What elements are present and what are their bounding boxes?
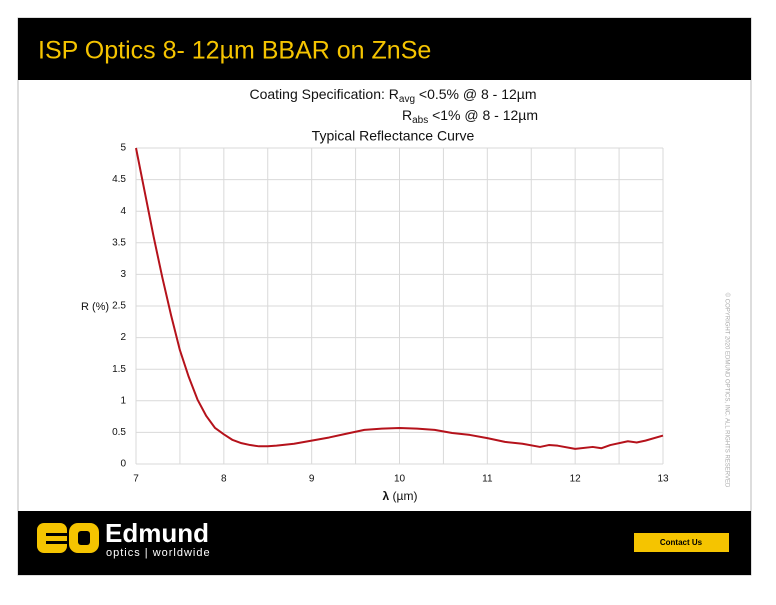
header-bar [18,18,751,80]
tagline: optics | worldwide [106,547,211,559]
spec-line: Coating Specification: Ravg <0.5% @ 8 - … [249,86,536,105]
x-axis-symbol: λ [383,489,390,503]
x-tick-label: 12 [570,474,582,485]
y-tick-label: 4.5 [112,174,126,185]
spec-subscript: abs [412,115,428,126]
x-axis-label: λ (µm) [383,489,418,503]
footer-bar [18,511,751,575]
y-tick-label: 2 [120,332,126,343]
y-axis-label: R (%) [81,301,109,313]
header-title: ISP Optics 8- 12µm BBAR on ZnSe [38,37,431,65]
reflectance-line [135,147,664,450]
spec-subscript: avg [399,94,415,105]
y-tick-label: 3 [120,269,126,280]
x-tick-label: 7 [133,474,139,485]
y-tick-label: 0.5 [112,427,126,438]
y-tick-label: 1 [120,395,126,406]
frame [17,17,752,576]
logo-mark [37,523,67,553]
plot: 0 0.5 1 1.5 2 2.5 3 3.5 4 4.5 5 7 8 9 10 11 12 13 [112,143,669,485]
y-tick-label: 5 [120,143,126,154]
contact-button[interactable] [634,533,729,552]
x-axis-unit: (µm) [389,489,417,503]
x-tick-label: 9 [309,474,315,485]
spec-text: R [402,107,412,123]
spec-line: Rabs <1% @ 8 - 12µm [402,107,538,126]
chart-title: Typical Reflectance Curve [312,128,475,144]
logo-cut [78,531,90,545]
spec-text: Coating Specification: R [249,86,398,102]
y-tick-label: 3.5 [112,237,126,248]
brand: Edmund [105,518,209,548]
x-tick-label: 13 [657,474,669,485]
x-tick-label: 8 [221,474,227,485]
x-tick-label: 11 [482,474,493,485]
y-tick-label: 2.5 [112,301,126,312]
logo-cut [46,541,67,544]
y-tick-label: 0 [120,459,126,470]
y-tick-label: 4 [120,206,126,217]
copyright: © COPYRIGHT 2020 EDMUND OPTICS, INC. ALL… [723,293,730,488]
contact-button-label[interactable]: Contact Us [660,538,703,547]
logo-cut [46,533,67,536]
y-tick-label: 1.5 [112,364,126,375]
x-tick-label: 10 [394,474,406,485]
spec-text: <0.5% @ 8 - 12µm [415,86,537,102]
spec-text: <1% @ 8 - 12µm [428,107,538,123]
